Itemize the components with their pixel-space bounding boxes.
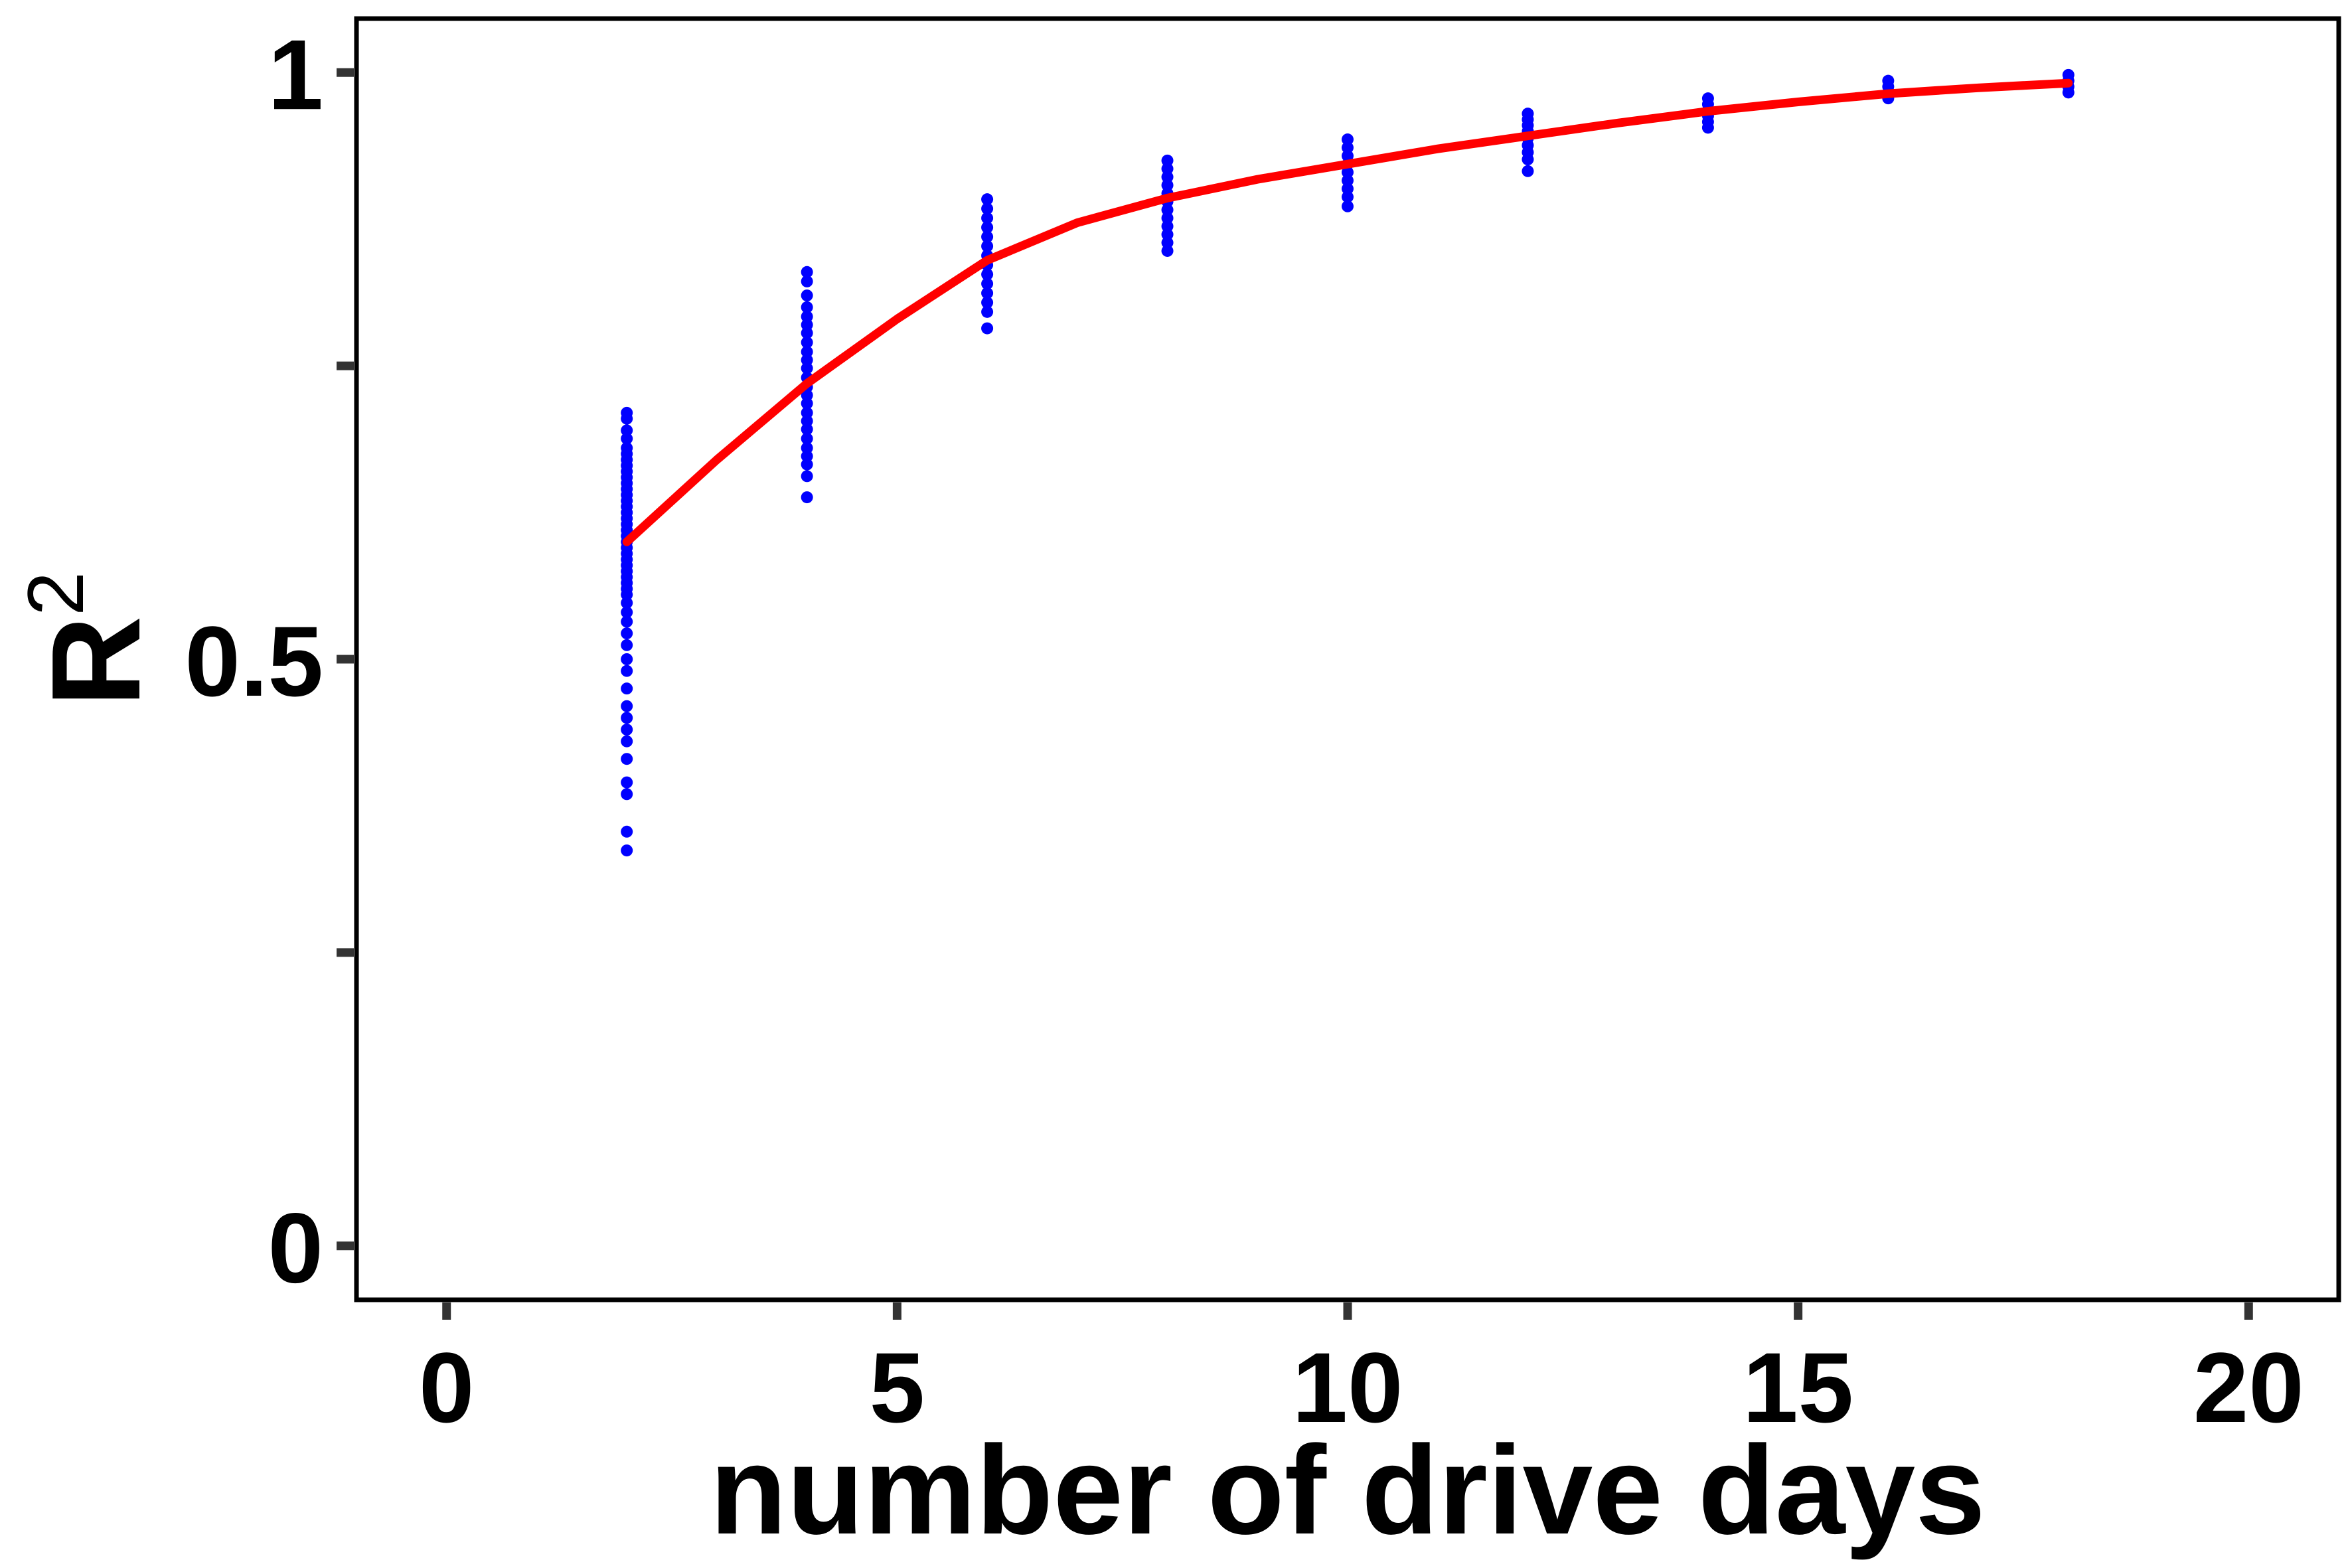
data-point: [801, 458, 813, 471]
y-axis-ticks: 00.51: [185, 19, 354, 1304]
scatter-points: [621, 68, 2075, 857]
data-point: [1342, 200, 1354, 212]
x-tick-label: 10: [1293, 1332, 1403, 1443]
data-point: [801, 432, 813, 445]
data-point: [981, 193, 994, 206]
data-point: [621, 788, 633, 801]
data-point: [1522, 165, 1534, 177]
y-tick-label: 0.5: [185, 605, 323, 717]
data-point: [621, 776, 633, 789]
data-point: [621, 724, 633, 736]
data-point: [801, 397, 813, 410]
data-point: [621, 735, 633, 747]
data-point: [801, 423, 813, 435]
data-point: [621, 844, 633, 857]
data-point: [801, 354, 813, 366]
y-axis-title: R2: [11, 572, 167, 707]
data-point: [1161, 220, 1174, 232]
data-point: [621, 712, 633, 724]
data-point: [621, 588, 633, 601]
data-point: [1161, 163, 1174, 175]
data-point: [621, 753, 633, 765]
fit-line: [622, 78, 2073, 546]
data-point: [1161, 154, 1174, 167]
svg-text:R2: R2: [11, 572, 167, 707]
data-point: [801, 327, 813, 339]
data-point: [981, 240, 994, 252]
data-point: [621, 665, 633, 677]
data-point: [1342, 183, 1354, 195]
x-tick-label: 5: [870, 1332, 925, 1443]
y-axis-title-superscript: 2: [11, 572, 100, 616]
y-axis-title-base: R: [26, 616, 167, 707]
data-point: [1342, 133, 1354, 146]
data-point: [981, 277, 994, 290]
data-point: [621, 597, 633, 609]
y-tick-label: 1: [268, 19, 323, 130]
data-point: [801, 491, 813, 504]
data-point: [801, 415, 813, 428]
y-tick-label: 0: [268, 1192, 323, 1304]
data-point: [801, 275, 813, 287]
data-point: [801, 289, 813, 302]
data-point: [801, 319, 813, 331]
data-point: [981, 296, 994, 309]
plot-panel: [354, 16, 2341, 1302]
data-point: [981, 305, 994, 318]
x-axis-ticks: 0 5 10 15 20: [419, 1302, 2304, 1443]
data-point: [981, 202, 994, 215]
data-point: [801, 389, 813, 402]
data-point: [621, 653, 633, 665]
x-tick-label: 20: [2193, 1332, 2304, 1443]
data-point: [801, 406, 813, 419]
data-point: [801, 362, 813, 374]
data-point: [1342, 166, 1354, 179]
data-point: [981, 230, 994, 243]
data-point: [981, 322, 994, 335]
data-point: [1161, 171, 1174, 183]
data-point: [621, 639, 633, 651]
data-point: [801, 310, 813, 323]
data-point: [1342, 141, 1354, 154]
x-tick-label: 15: [1743, 1332, 1853, 1443]
data-point: [621, 627, 633, 640]
data-point: [1161, 179, 1174, 191]
data-point: [1342, 174, 1354, 187]
data-point: [621, 432, 633, 445]
data-point: [1161, 236, 1174, 249]
data-point: [1161, 228, 1174, 241]
data-point: [1161, 204, 1174, 216]
data-point: [1522, 153, 1534, 166]
data-point: [621, 615, 633, 628]
data-point: [621, 700, 633, 712]
data-point: [621, 682, 633, 695]
data-point: [801, 301, 813, 313]
data-point: [981, 287, 994, 299]
data-point: [1342, 191, 1354, 203]
x-tick-label: 0: [419, 1332, 474, 1443]
data-point: [1161, 212, 1174, 224]
x-axis-title: number of drive days: [710, 1420, 1986, 1561]
data-point: [801, 470, 813, 483]
data-point: [981, 268, 994, 281]
data-point: [981, 212, 994, 224]
data-point: [2062, 86, 2075, 99]
data-point: [981, 221, 994, 234]
data-point: [621, 606, 633, 619]
data-point: [801, 450, 813, 463]
data-point: [1342, 149, 1354, 162]
data-point: [801, 441, 813, 454]
data-point: [801, 336, 813, 349]
data-point: [1701, 121, 1714, 134]
data-point: [1161, 244, 1174, 257]
fit-line-layer: [622, 78, 2073, 546]
data-point: [801, 266, 813, 278]
data-point: [621, 412, 633, 425]
data-point: [621, 424, 633, 437]
data-point: [801, 345, 813, 358]
data-point: [621, 825, 633, 838]
